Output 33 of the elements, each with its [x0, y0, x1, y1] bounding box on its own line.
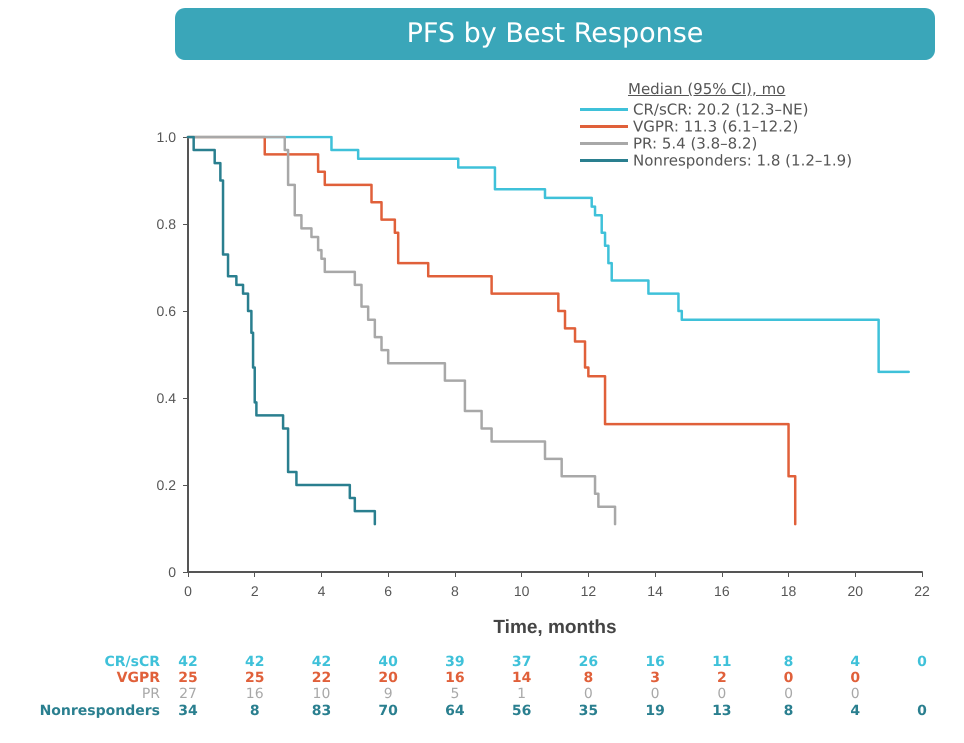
x-tick-label: 18 — [780, 583, 797, 599]
text: VGPR — [116, 670, 160, 686]
y-tick-label: 1.0 — [156, 129, 176, 145]
chart-title: PFS by Best Response — [175, 8, 935, 60]
text: CR/sCR — [104, 654, 160, 670]
x-tick-label: 22 — [914, 583, 930, 599]
x-tick-label: 20 — [847, 583, 864, 599]
y-tick-label: 0.2 — [156, 477, 176, 493]
x-tick-label: 0 — [184, 583, 192, 599]
x-axis-title: Time, months — [493, 617, 617, 638]
y-tick-label: 0.6 — [156, 303, 176, 319]
text: Nonresponders — [40, 703, 160, 719]
text: 42 42 42 40 39 37 26 16 11 8 4 0 — [178, 654, 927, 670]
text: 34 8 83 70 64 56 35 19 13 8 4 0 — [178, 703, 927, 719]
y-tick-label: 0.4 — [156, 390, 176, 406]
legend-label: VGPR: 11.3 (6.1–12.2) — [633, 118, 798, 136]
text: 25 25 22 20 16 14 8 3 2 0 0 — [178, 670, 860, 686]
legend-label: CR/sCR: 20.2 (12.3–NE) — [633, 100, 808, 118]
x-tick-label: 10 — [514, 583, 530, 599]
legend-title: Median (95% CI), mo — [628, 80, 786, 98]
x-tick-label: 14 — [647, 583, 664, 599]
x-tick-label: 12 — [580, 583, 596, 599]
x-tick-label: 8 — [451, 583, 460, 599]
x-tick-label: 4 — [318, 583, 326, 599]
x-tick-label: 2 — [250, 583, 259, 599]
x-tick-label: 16 — [714, 583, 730, 599]
text: 27 16 10 9 5 1 0 0 0 0 0 — [179, 686, 860, 702]
y-tick-label: 0 — [168, 564, 176, 580]
x-tick-label: 6 — [384, 583, 392, 599]
y-tick-label: 0.8 — [156, 216, 176, 232]
text: PR — [142, 686, 160, 702]
legend-label: Nonresponders: 1.8 (1.2–1.9) — [633, 152, 852, 170]
legend-label: PR: 5.4 (3.8–8.2) — [633, 134, 758, 152]
